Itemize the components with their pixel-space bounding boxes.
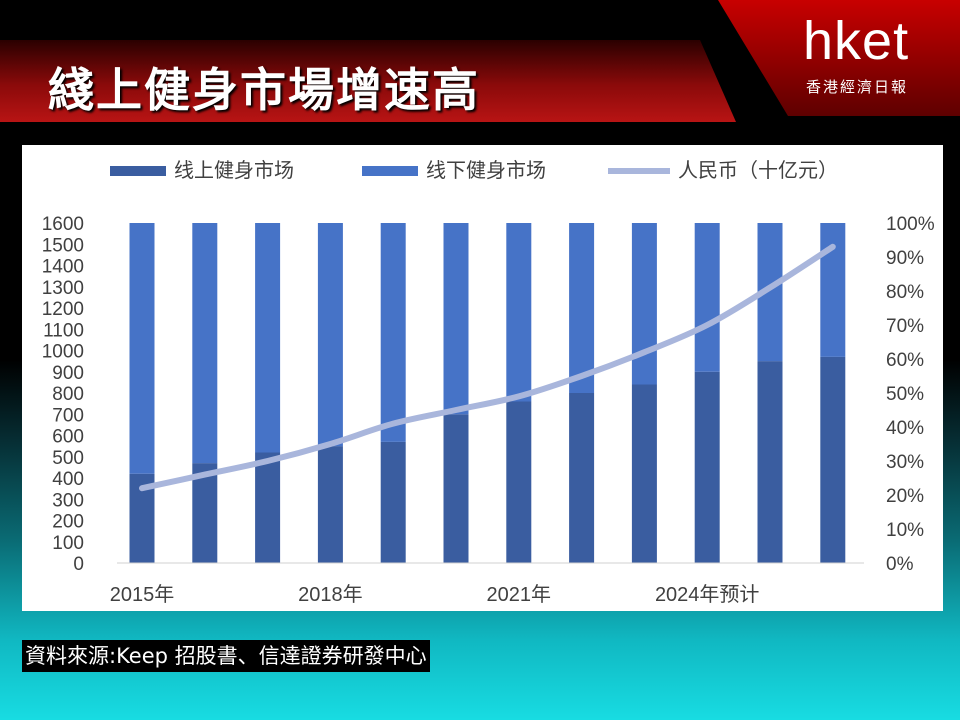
left-tick-label: 700 (52, 405, 84, 426)
legend-swatch-0 (110, 166, 166, 176)
bar-online (820, 356, 846, 563)
legend-swatch-1 (362, 166, 418, 176)
page-title: 綫上健身市場增速高 (48, 63, 480, 117)
legend-label-0: 线上健身市场 (174, 158, 294, 182)
legend-label-1: 线下健身市场 (426, 158, 546, 182)
bar-online (443, 414, 469, 563)
left-tick-label: 900 (52, 363, 84, 384)
bar-offline (192, 223, 218, 464)
left-tick-label: 200 (52, 512, 84, 533)
x-tick-label: 2021年 (487, 583, 552, 606)
right-tick-label: 50% (886, 384, 924, 405)
right-tick-label: 10% (886, 520, 924, 541)
left-axis: 0100200300400500600700800900100011001200… (42, 214, 84, 575)
line-rmb (139, 243, 836, 492)
left-tick-label: 1300 (42, 278, 84, 299)
left-tick-label: 800 (52, 384, 84, 405)
left-tick-label: 1200 (42, 299, 84, 320)
bar-online (317, 446, 343, 563)
bars (129, 223, 846, 563)
bar-offline (255, 223, 281, 453)
bar-offline (569, 223, 595, 393)
bar-online (255, 452, 281, 563)
right-tick-label: 80% (886, 282, 924, 303)
left-tick-label: 300 (52, 490, 84, 511)
right-axis: 0% 10% 20% 30% 40% 50% 60% 70% 80% 90% 100% (886, 214, 935, 575)
bar-offline (317, 223, 343, 447)
line-series (139, 243, 836, 492)
title-banner (0, 40, 736, 122)
left-tick-label: 400 (52, 469, 84, 490)
x-tick-label: 2015年 (110, 583, 175, 606)
legend-label-2: 人民币（十亿元） (678, 158, 838, 182)
source-note: 資料來源:Keep 招股書、信達證券研發中心 (22, 640, 430, 672)
bar-online (757, 361, 783, 563)
chart-panel: 线上健身市场 线下健身市场 人民币（十亿元） 0 100 200 300 400 500 600… (22, 145, 943, 611)
x-axis-labels: 2015年 2018年 2021年 2024年预计 (110, 583, 760, 606)
left-tick-label: 1100 (43, 320, 84, 341)
chart-legend: 线上健身市场 线下健身市场 人民币（十亿元） (110, 158, 838, 182)
right-tick-label: 90% (886, 248, 924, 269)
chart: 线上健身市场 线下健身市场 人民币（十亿元） 0100200300400500600… (42, 158, 935, 606)
right-tick-label: 0% (886, 554, 914, 575)
left-tick-label: 1000 (42, 342, 84, 363)
left-tick-label: 1600 (42, 214, 84, 235)
x-tick-label: 2024年预计 (655, 583, 760, 606)
left-tick-label: 1400 (42, 257, 84, 278)
logo-subtitle: 香港經濟日報 (806, 78, 909, 96)
bar-offline (443, 223, 469, 415)
bar-offline (506, 223, 532, 402)
x-tick-label: 2018年 (298, 583, 363, 606)
left-tick-label: 0 (73, 554, 84, 575)
right-tick-label: 100% (886, 214, 935, 235)
right-tick-label: 30% (886, 452, 924, 473)
bar-offline (820, 223, 846, 357)
right-tick-label: 60% (886, 350, 924, 371)
bar-online (694, 371, 720, 563)
bar-online (569, 393, 595, 563)
bar-online (192, 463, 218, 563)
bar-offline (631, 223, 657, 385)
left-tick-label: 600 (52, 427, 84, 448)
bar-offline (380, 223, 406, 442)
bar-offline (129, 223, 155, 474)
left-tick-label: 500 (52, 448, 84, 469)
bar-online (631, 384, 657, 563)
logo: hket (803, 11, 910, 71)
bar-offline (694, 223, 720, 372)
right-tick-label: 20% (886, 486, 924, 507)
left-tick-label: 100 (52, 533, 84, 554)
bar-online (506, 401, 532, 563)
bar-online (380, 441, 406, 563)
left-tick-label: 1500 (42, 235, 84, 256)
right-tick-label: 40% (886, 418, 924, 439)
right-tick-label: 70% (886, 316, 924, 337)
